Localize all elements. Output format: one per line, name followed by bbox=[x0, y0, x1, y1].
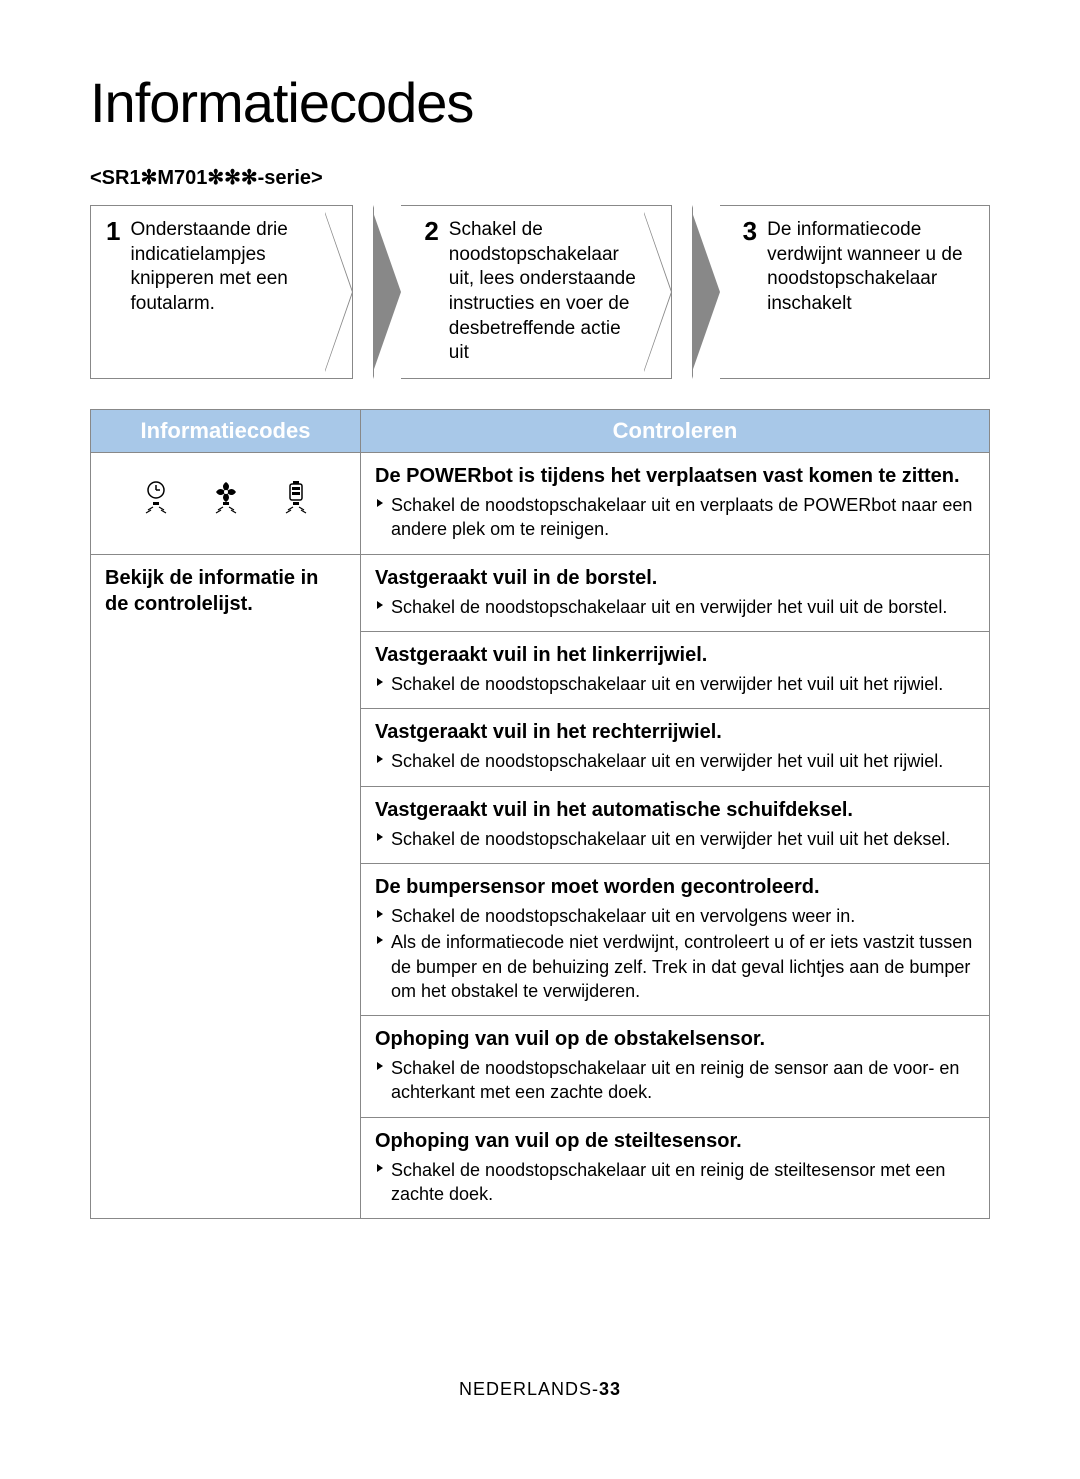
check-item-text: Schakel de noodstopschakelaar uit en rei… bbox=[391, 1158, 975, 1207]
battery-icon bbox=[276, 478, 316, 518]
arrow-icon bbox=[375, 909, 385, 919]
arrow-icon bbox=[375, 677, 385, 687]
arrow-icon bbox=[375, 498, 385, 508]
arrow-icon bbox=[375, 1061, 385, 1071]
footer-page: 33 bbox=[599, 1379, 621, 1399]
check-item: Schakel de noodstopschakelaar uit en ver… bbox=[375, 595, 975, 619]
check-title: Ophoping van vuil op de obstakelsensor. bbox=[375, 1026, 975, 1052]
info-table: Informatiecodes Controleren bbox=[90, 409, 990, 1219]
check-cell: Ophoping van vuil op de obstakelsensor. … bbox=[361, 1016, 990, 1118]
check-title: Vastgeraakt vuil in het linkerrijwiel. bbox=[375, 642, 975, 668]
arrow-icon bbox=[375, 600, 385, 610]
step-number: 1 bbox=[106, 218, 120, 244]
check-item-text: Schakel de noodstopschakelaar uit en ver… bbox=[391, 595, 947, 619]
table-header-left: Informatiecodes bbox=[91, 410, 361, 453]
table-header-right: Controleren bbox=[361, 410, 990, 453]
series-label: <SR1✻M701✻✻✻-serie> bbox=[90, 165, 990, 190]
step-text: De informatiecode verdwijnt wanneer u de… bbox=[767, 218, 964, 317]
check-item-text: Schakel de noodstopschakelaar uit en ver… bbox=[391, 904, 855, 928]
arrow-icon bbox=[375, 754, 385, 764]
check-item-text: Schakel de noodstopschakelaar uit en ver… bbox=[391, 493, 975, 542]
check-item-text: Schakel de noodstopschakelaar uit en ver… bbox=[391, 672, 943, 696]
arrow-icon bbox=[375, 832, 385, 842]
check-title: Vastgeraakt vuil in de borstel. bbox=[375, 565, 975, 591]
icon-cell bbox=[91, 453, 361, 555]
check-cell: Vastgeraakt vuil in de borstel. Schakel … bbox=[361, 554, 990, 631]
check-cell: Ophoping van vuil op de steiltesensor. S… bbox=[361, 1117, 990, 1219]
check-item-text: Schakel de noodstopschakelaar uit en ver… bbox=[391, 749, 943, 773]
check-title: Vastgeraakt vuil in het automatische sch… bbox=[375, 797, 975, 823]
check-cell: De bumpersensor moet worden gecontroleer… bbox=[361, 863, 990, 1015]
check-item: Als de informatiecode niet verdwijnt, co… bbox=[375, 930, 975, 1003]
step-1: 1 Onderstaande drie indicatielampjes kni… bbox=[90, 205, 353, 379]
step-3: 3 De informatiecode verdwijnt wanneer u … bbox=[692, 205, 990, 379]
check-title: Vastgeraakt vuil in het rechterrijwiel. bbox=[375, 719, 975, 745]
fan-icon bbox=[206, 478, 246, 518]
footer-lang: NEDERLANDS- bbox=[459, 1379, 599, 1399]
check-item-text: Als de informatiecode niet verdwijnt, co… bbox=[391, 930, 975, 1003]
check-item-text: Schakel de noodstopschakelaar uit en ver… bbox=[391, 827, 950, 851]
check-title: De bumpersensor moet worden gecontroleer… bbox=[375, 874, 975, 900]
clock-icon bbox=[136, 478, 176, 518]
check-item: Schakel de noodstopschakelaar uit en ver… bbox=[375, 827, 975, 851]
check-cell: Vastgeraakt vuil in het rechterrijwiel. … bbox=[361, 709, 990, 786]
check-item: Schakel de noodstopschakelaar uit en rei… bbox=[375, 1158, 975, 1207]
check-item: Schakel de noodstopschakelaar uit en ver… bbox=[375, 749, 975, 773]
page-title: Informatiecodes bbox=[90, 70, 990, 135]
step-2: 2 Schakel de noodstopschakelaar uit, lee… bbox=[373, 205, 671, 379]
check-item-text: Schakel de noodstopschakelaar uit en rei… bbox=[391, 1056, 975, 1105]
check-item: Schakel de noodstopschakelaar uit en ver… bbox=[375, 493, 975, 542]
check-cell: Vastgeraakt vuil in het linkerrijwiel. S… bbox=[361, 632, 990, 709]
step-text: Schakel de noodstopschakelaar uit, lees … bbox=[449, 218, 646, 366]
check-title: Ophoping van vuil op de steiltesensor. bbox=[375, 1128, 975, 1154]
check-cell: Vastgeraakt vuil in het automatische sch… bbox=[361, 786, 990, 863]
left-caption-cell: Bekijk de informatie in de controlelijst… bbox=[91, 554, 361, 1219]
check-title: De POWERbot is tijdens het verplaatsen v… bbox=[375, 463, 975, 489]
check-cell: De POWERbot is tijdens het verplaatsen v… bbox=[361, 453, 990, 555]
check-item: Schakel de noodstopschakelaar uit en rei… bbox=[375, 1056, 975, 1105]
step-number: 2 bbox=[424, 218, 438, 244]
arrow-icon bbox=[375, 935, 385, 945]
step-text: Onderstaande drie indicatielampjes knipp… bbox=[130, 218, 327, 317]
page-footer: NEDERLANDS-33 bbox=[90, 1379, 990, 1400]
arrow-icon bbox=[375, 1163, 385, 1173]
check-item: Schakel de noodstopschakelaar uit en ver… bbox=[375, 672, 975, 696]
left-caption: Bekijk de informatie in de controlelijst… bbox=[105, 565, 346, 617]
check-item: Schakel de noodstopschakelaar uit en ver… bbox=[375, 904, 975, 928]
steps-row: 1 Onderstaande drie indicatielampjes kni… bbox=[90, 205, 990, 379]
step-number: 3 bbox=[743, 218, 757, 244]
